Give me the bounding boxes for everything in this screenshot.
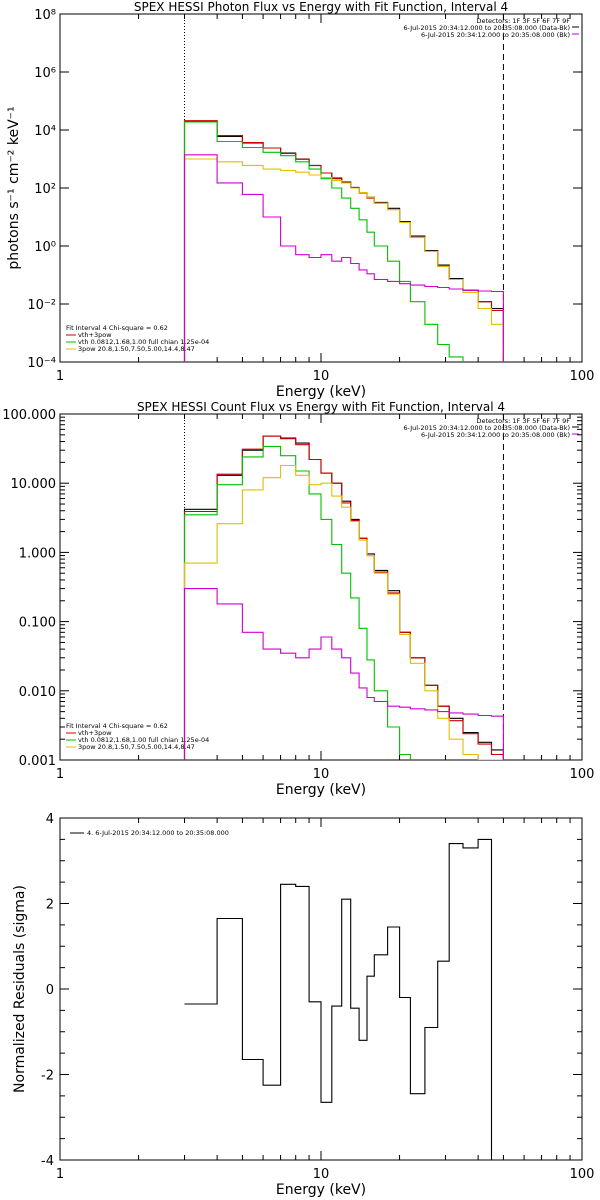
- x-tick-label: 100: [570, 1167, 595, 1182]
- x-axis-label: Energy (keV): [276, 782, 366, 798]
- y-axis-label: photons s⁻¹ cm⁻² keV⁻¹: [6, 106, 22, 269]
- series-data: [183, 120, 504, 362]
- data-layer: [184, 838, 504, 1160]
- y-tick-label: -2: [41, 1069, 54, 1084]
- y-tick-label: 10⁻⁴: [27, 356, 56, 371]
- y-tick-label: 4: [46, 812, 54, 827]
- info-left-line: vth 0.0812,1.68,1.00 full chian 1.25e-04: [78, 736, 209, 744]
- x-axis-label: Energy (keV): [276, 1182, 366, 1198]
- data-layer: [183, 435, 504, 760]
- info-left-line: vth+3pow: [78, 331, 112, 339]
- info-left-line: 3pow 20.8,1.50,7.50,5.00,14.4,8.47: [78, 743, 195, 751]
- series-pow: [183, 158, 504, 362]
- y-tick-label: -4: [41, 1154, 54, 1169]
- y-tick-label: 10²: [34, 182, 56, 197]
- series-residuals: [184, 838, 504, 1160]
- y-tick-label: 10⁶: [34, 66, 56, 81]
- y-tick-label: 0.010: [19, 685, 56, 700]
- info-right-line: 6-Jul-2015 20:34:12.000 to 20:35:08.000 …: [403, 424, 570, 432]
- info-right-line: Detectors: 1F 3F 5F 6F 7F 9F: [476, 417, 570, 425]
- series-bk: [183, 588, 504, 760]
- series-pow: [183, 464, 504, 760]
- y-tick-label: 0.001: [19, 754, 56, 769]
- x-tick-label: 10: [313, 1167, 330, 1182]
- x-axis-label: Energy (keV): [276, 384, 366, 400]
- info-right-line: 6-Jul-2015 20:34:12.000 to 20:35:08.000 …: [421, 431, 570, 439]
- y-tick-label: 100.000: [2, 408, 56, 423]
- x-tick-label: 10: [313, 369, 330, 384]
- data-layer: [183, 120, 504, 362]
- x-tick-label: 1: [56, 369, 64, 384]
- series-total: [183, 435, 504, 760]
- y-tick-label: 10⁸: [34, 8, 56, 23]
- legend-entry: 4. 6-Jul-2015 20:34:12.000 to 20:35:08.0…: [87, 829, 229, 837]
- x-tick-label: 1: [56, 767, 64, 782]
- y-tick-label: 10⁻²: [27, 298, 56, 313]
- y-tick-label: 10⁴: [34, 124, 56, 139]
- series-bk: [183, 154, 504, 362]
- y-tick-label: 1.000: [19, 546, 56, 561]
- series-vth: [183, 121, 464, 362]
- info-left-line: 3pow 20.8,1.50,7.50,5.00,14.4,8.47: [78, 345, 195, 353]
- series-vth: [183, 445, 411, 760]
- panel-1: 1 10 100 10⁻⁴ 10⁻² 10⁰ 10² 10⁴ 10⁶ 10⁸ SPEX HESSI …: [6, 0, 594, 400]
- info-left-line: vth 0.0812,1.68,1.00 full chian 1.25e-04: [78, 338, 209, 346]
- info-right-line: Detectors: 1F 3F 5F 6F 7F 9F: [476, 17, 570, 25]
- info-right-line: 6-Jul-2015 20:34:12.000 to 20:35:08.000 …: [403, 24, 570, 32]
- y-tick-label: 0: [46, 983, 54, 998]
- info-left-line: Fit Interval 4 Chi-square = 0.62: [66, 324, 168, 332]
- x-tick-label: 1: [56, 1167, 64, 1182]
- y-tick-label: 2: [46, 898, 54, 913]
- x-tick-label: 10: [313, 767, 330, 782]
- panel-3: 1 10 100 -4 -2 0 2 4 Energy (keV) Normalized Resi…: [12, 812, 594, 1198]
- y-axis-label: Normalized Residuals (sigma): [12, 885, 28, 1093]
- x-tick-label: 100: [570, 369, 595, 384]
- y-tick-label: 10.000: [11, 477, 57, 492]
- info-right-line: 6-Jul-2015 20:34:12.000 to 20:35:08.000 …: [421, 31, 570, 39]
- chart-title: SPEX HESSI Count Flux vs Energy with Fit…: [137, 400, 505, 414]
- chart-title: SPEX HESSI Photon Flux vs Energy with Fi…: [134, 0, 508, 14]
- y-tick-label: 0.100: [19, 616, 56, 631]
- series-total: [183, 120, 504, 362]
- y-tick-label: 10⁰: [34, 240, 56, 255]
- info-left-line: Fit Interval 4 Chi-square = 0.62: [66, 722, 168, 730]
- panel-2: 1 10 100 0.001 0.010 0.100 1.000 10.000 100.000 S…: [2, 400, 594, 798]
- x-tick-label: 100: [570, 767, 595, 782]
- plot-frame: [59, 817, 583, 1161]
- info-left-line: vth+3pow: [78, 729, 112, 737]
